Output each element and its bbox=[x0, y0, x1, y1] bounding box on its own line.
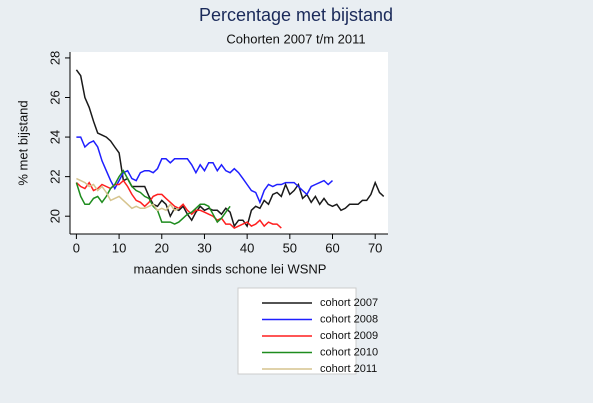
y-tick-label: 24 bbox=[47, 130, 62, 144]
x-axis-label: maanden sinds schone lei WSNP bbox=[134, 261, 327, 276]
y-axis-label: % met bijstand bbox=[15, 100, 30, 185]
y-tick-label: 22 bbox=[47, 169, 62, 183]
x-tick-label: 0 bbox=[73, 240, 80, 255]
legend-label: cohort 2009 bbox=[320, 330, 378, 342]
series-line bbox=[76, 177, 180, 212]
x-tick-label: 10 bbox=[112, 240, 126, 255]
y-tick-label: 20 bbox=[47, 209, 62, 223]
legend-label: cohort 2008 bbox=[320, 313, 378, 325]
x-tick-label: 20 bbox=[155, 240, 169, 255]
x-tick-label: 40 bbox=[240, 240, 254, 255]
plot-area bbox=[70, 52, 388, 234]
legend-label: cohort 2011 bbox=[320, 363, 377, 375]
series-line bbox=[75, 169, 231, 225]
x-tick-label: 50 bbox=[283, 240, 297, 255]
x-tick-label: 70 bbox=[368, 240, 382, 255]
chart-subtitle: Cohorten 2007 t/m 2011 bbox=[226, 31, 365, 46]
x-tick-label: 60 bbox=[325, 240, 339, 255]
series-line bbox=[76, 136, 334, 205]
y-tick-label: 26 bbox=[47, 90, 62, 104]
legend-label: cohort 2007 bbox=[320, 297, 378, 309]
chart-title: Percentage met bijstand bbox=[199, 5, 393, 25]
legend-label: cohort 2010 bbox=[320, 346, 378, 358]
y-tick-label: 28 bbox=[47, 51, 62, 65]
x-tick-label: 30 bbox=[197, 240, 211, 255]
